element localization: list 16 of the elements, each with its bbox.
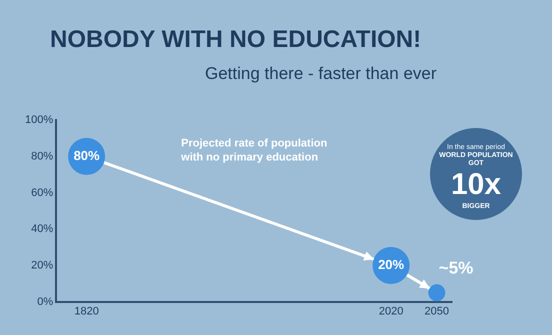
data-label: 80%: [74, 148, 100, 163]
y-tick-label: 20%: [31, 259, 54, 272]
data-label: ~5%: [438, 258, 474, 278]
y-tick-label: 0%: [37, 296, 54, 308]
text: Projected rate of population with no primary education: [180, 138, 328, 164]
chart-title: NOBODY WITH NO EDUCATION!: [50, 26, 422, 54]
y-tick-label: 60%: [31, 186, 54, 199]
annotation: 10x: [450, 168, 502, 203]
chart-subtitle: Getting there - faster than ever: [205, 64, 437, 84]
x-tick-label: 1820: [74, 305, 99, 318]
y-tick-label: 80%: [31, 150, 54, 162]
data-label: 20%: [378, 257, 405, 272]
x-tick-label: 2050: [424, 305, 450, 318]
x-tick-label: 2020: [378, 305, 404, 318]
y-tick-label: 100%: [24, 114, 54, 126]
y-tick-label: 40%: [31, 223, 54, 236]
